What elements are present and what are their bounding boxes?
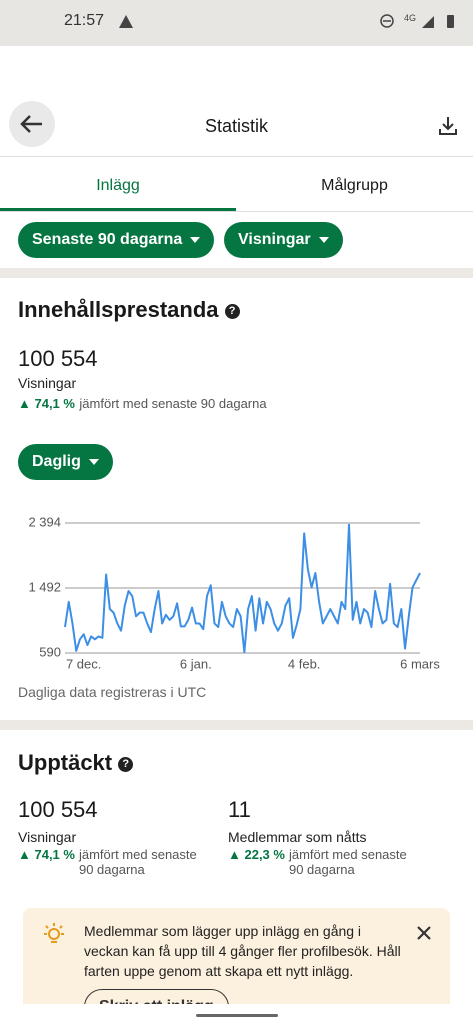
gesture-bar [196,1014,278,1017]
x-tick-label: 4 feb. [288,656,321,671]
filter-button[interactable]: Senaste 90 dagarna [18,222,215,258]
metric: 11 Medlemmar som nåtts ▲ 22,3 % jämfört m… [228,797,428,877]
tab[interactable]: Målgrupp [321,177,388,194]
status-icons [380,14,454,28]
clock: 21:57 [64,12,105,29]
section-title: Innehållsprestanda ? [18,297,240,323]
metric-label: Visningar [18,829,77,845]
x-tick-label: 7 dec. [66,656,101,671]
metric-label: Visningar [18,375,77,391]
download-button[interactable] [436,114,460,138]
metric: 100 554 Visningar ▲ 74,1 % jämfört med se… [18,797,218,877]
metric-label: Medlemmar som nåtts [228,829,367,845]
interval-button[interactable]: Daglig [18,444,113,480]
y-tick-label: 1 492 [28,579,61,594]
chart-note: Dagliga data registreras i UTC [18,684,207,700]
y-tick-label: 2 394 [28,514,61,529]
back-button[interactable] [9,101,55,147]
metric-change: ▲ 74,1 % jämfört med senaste 90 dagarna [18,396,267,411]
x-tick-label: 6 mars [400,656,440,671]
tip-icon [44,923,64,943]
status-bar: 21:57 4G [0,0,473,46]
y-tick-label: 590 [39,644,61,659]
filter-label: Senaste 90 dagarna [32,231,183,248]
metric-value: 100 554 [18,797,98,822]
section-title: Upptäckt ? [18,750,134,776]
tab[interactable]: Inlägg [96,177,140,194]
filter-label: Visningar [238,231,311,248]
data-line [64,523,421,654]
close-button[interactable] [415,924,433,942]
line-chart: 590 1 492 2 394 7 dec. 6 jan. 4 feb. 6 mars [28,514,440,671]
x-tick-label: 6 jan. [180,656,212,671]
page-title: Statistik [204,116,269,136]
network: 4G [404,13,417,23]
metric-value: 11 [228,797,251,822]
metric-value: 100 554 [18,346,98,371]
filter-button[interactable]: Visningar [224,222,343,258]
alert-icon [119,15,133,28]
interval-label: Daglig [32,453,81,470]
tip-text: Medlemmar som lägger upp inlägg en gång … [84,923,401,979]
